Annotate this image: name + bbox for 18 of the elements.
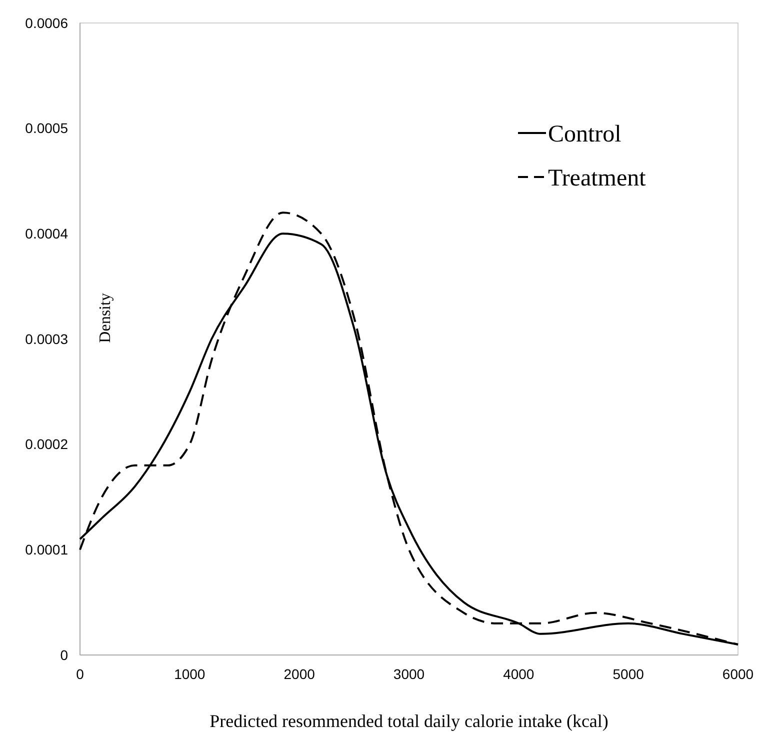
x-tick-label: 3000 bbox=[393, 666, 425, 682]
y-tick-label: 0.0002 bbox=[25, 436, 68, 452]
y-tick-label: 0.0004 bbox=[25, 226, 68, 242]
legend-label: Treatment bbox=[548, 165, 646, 192]
x-tick-label: 4000 bbox=[503, 666, 534, 682]
y-tick-label: 0.0003 bbox=[25, 330, 68, 347]
x-tick-label: 1000 bbox=[174, 666, 206, 682]
x-tick-label: 2000 bbox=[284, 666, 316, 682]
x-tick-label: 6000 bbox=[722, 666, 754, 682]
y-tick-label: 0.0006 bbox=[25, 14, 68, 31]
x-tick-label: 0 bbox=[76, 666, 84, 682]
legend-label: Control bbox=[548, 121, 622, 148]
x-tick-label: 5000 bbox=[612, 666, 644, 682]
y-tick-label: 0.0005 bbox=[25, 120, 68, 136]
y-axis-title: Density bbox=[97, 293, 114, 343]
y-tick-label: 0.0001 bbox=[25, 542, 68, 558]
x-axis-title: Predicted resommended total daily calorie intake (kcal) bbox=[210, 711, 608, 731]
y-tick-label: 0 bbox=[60, 646, 68, 663]
